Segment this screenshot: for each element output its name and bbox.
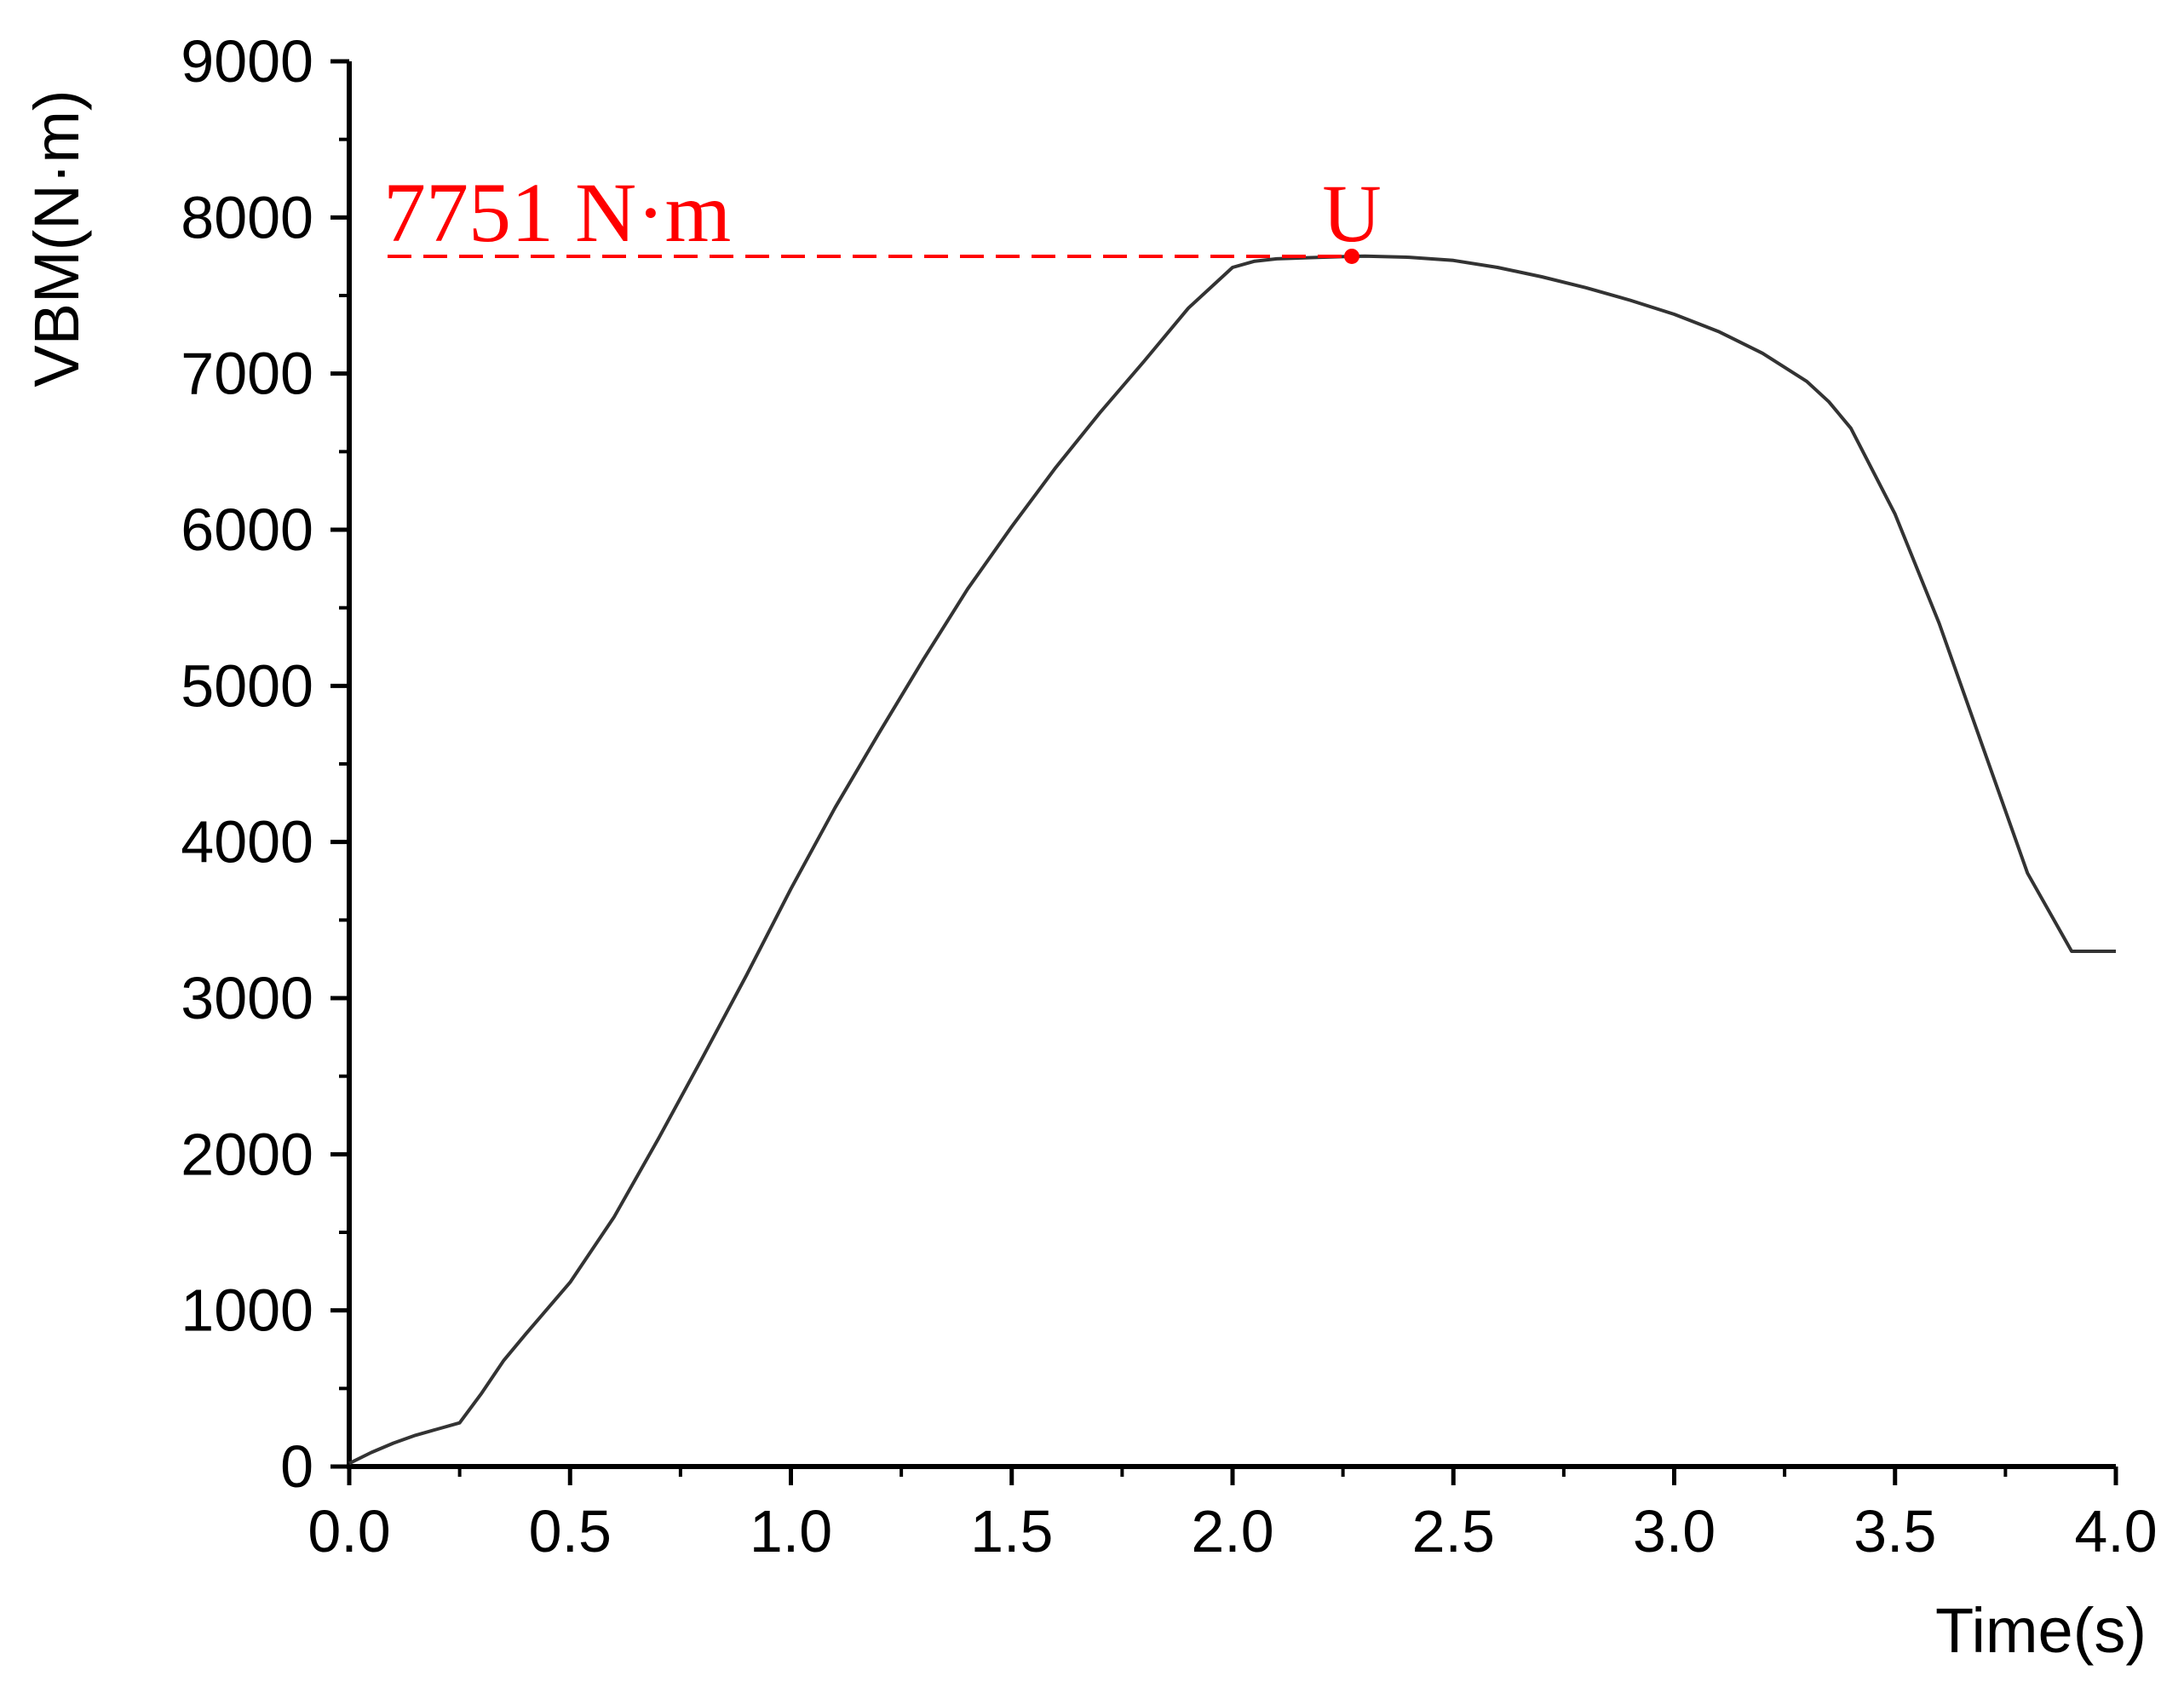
y-tick-label: 6000 (181, 497, 313, 563)
x-tick-label: 0.0 (307, 1498, 390, 1564)
annotation-point-label: U (1322, 168, 1381, 259)
series-line (348, 254, 2116, 1466)
x-tick-label: 2.0 (1191, 1498, 1273, 1564)
y-tick-label: 2000 (181, 1121, 313, 1187)
y-tick-label: 1000 (181, 1277, 313, 1344)
y-tick-label: 5000 (181, 652, 313, 719)
x-tick-label: 0.5 (529, 1498, 612, 1564)
y-tick-label: 3000 (181, 965, 313, 1031)
y-tick-label: 7000 (181, 341, 313, 407)
x-axis-title: Time(s) (1935, 1595, 2147, 1666)
y-axis-title: VBM(N·m) (21, 89, 92, 387)
x-tick-label: 4.0 (2074, 1498, 2157, 1564)
x-tick-labels: 0.0 0.5 1.0 1.5 2.0 2.5 3.0 3.5 4.0 (307, 1498, 2157, 1564)
y-tick-label: 9000 (181, 28, 313, 95)
x-tick-label: 2.5 (1412, 1498, 1495, 1564)
y-tick-label: 8000 (181, 184, 313, 250)
x-tick-label: 1.5 (970, 1498, 1053, 1564)
x-tick-label: 3.5 (1854, 1498, 1936, 1564)
x-tick-label: 3.0 (1633, 1498, 1716, 1564)
x-tick-label: 1.0 (750, 1498, 832, 1564)
y-tick-label: 4000 (181, 809, 313, 875)
annotation-point-marker (1343, 248, 1359, 264)
annotation-value-label: 7751 N·m (383, 165, 731, 260)
y-tick-labels: 0 1000 2000 3000 4000 5000 6000 7000 8000 9000 (181, 28, 313, 1500)
y-tick-label: 0 (280, 1433, 313, 1500)
